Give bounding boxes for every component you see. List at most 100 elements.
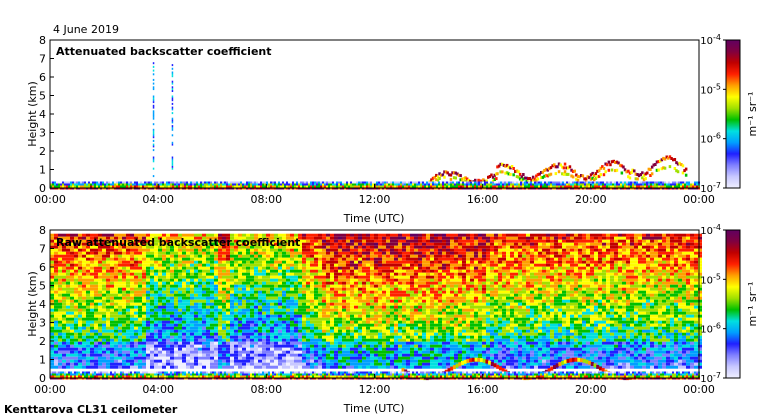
p1-noise-cell — [166, 233, 170, 237]
p0-surface-cell — [280, 185, 282, 188]
p1-noise-cell — [62, 287, 66, 291]
p0-surface-cell — [436, 183, 438, 186]
p1-noise-cell — [126, 287, 130, 291]
p1-noise-cell — [206, 335, 210, 339]
p1-noise-cell — [138, 344, 142, 348]
p1-noise-cell — [318, 353, 322, 357]
p1-noise-cell — [286, 287, 290, 291]
p0-surface-cell — [154, 185, 156, 188]
p1-noise-cell — [70, 362, 74, 366]
p1-noise-cell — [86, 362, 90, 366]
p1-noise-cell — [210, 287, 214, 291]
p1-noise-cell — [306, 359, 310, 363]
p1-noise-cell — [110, 305, 114, 309]
p1-noise-cell — [334, 323, 338, 327]
p1-noise-cell — [330, 326, 334, 330]
p1-noise-cell — [98, 287, 102, 291]
p1-noise-cell — [158, 278, 162, 282]
p0-surface-cell — [222, 185, 224, 188]
p1-noise-cell — [150, 329, 154, 333]
p0-precip-cell — [171, 88, 174, 91]
p1-noise-cell — [218, 293, 222, 297]
p0-cloud-cell — [554, 165, 558, 169]
p1-noise-cell — [290, 335, 294, 339]
p1-noise-cell — [206, 359, 210, 363]
p1-noise-cell — [302, 296, 306, 300]
p1-noise-cell — [302, 293, 306, 297]
p1-noise-cell — [94, 296, 98, 300]
p1-noise-cell — [106, 260, 110, 264]
p1-noise-cell — [62, 278, 66, 282]
p1-noise-cell — [218, 254, 222, 258]
p1-noise-cell — [218, 260, 222, 264]
p1-noise-cell — [214, 344, 218, 348]
p0-surface-cell — [444, 181, 446, 184]
p0-cloud-cell — [565, 166, 568, 170]
p1-noise-cell — [294, 251, 298, 255]
p0-cloud-cell — [501, 162, 504, 166]
p1-noise-cell — [214, 275, 218, 279]
p0-surface-cell — [194, 185, 196, 188]
p1-noise-cell — [306, 260, 310, 264]
p1-noise-cell — [206, 242, 210, 246]
p1-noise-cell — [278, 248, 282, 252]
p1-noise-cell — [82, 320, 86, 324]
p0-surface-cell — [70, 181, 72, 184]
p0-surface-cell — [586, 183, 588, 186]
p1-noise-cell — [270, 236, 274, 240]
p1-noise-cell — [334, 272, 338, 276]
p1-noise-cell — [210, 362, 214, 366]
p0-cloud-cell — [567, 166, 570, 170]
p1-noise-cell — [206, 302, 210, 306]
p0-surface-cell — [274, 185, 276, 188]
p1-noise-cell — [150, 302, 154, 306]
p1-noise-cell — [210, 344, 214, 348]
p1-noise-cell — [90, 326, 94, 330]
p1-noise-cell — [138, 239, 142, 243]
p0-surface-cell — [656, 183, 658, 186]
p0-precip-cell — [171, 73, 174, 76]
p1-noise-cell — [278, 323, 282, 327]
p1-noise-cell — [202, 335, 206, 339]
p0-surface-cell — [606, 181, 608, 184]
p1-noise-cell — [182, 266, 186, 270]
p0-surface-cell — [466, 181, 468, 184]
p0-surface-cell — [662, 185, 664, 188]
p0-precip-cell — [171, 117, 174, 120]
p1-noise-cell — [246, 281, 250, 285]
p1-noise-cell — [282, 362, 286, 366]
p1-noise-cell — [282, 245, 286, 249]
p0-surface-cell — [108, 185, 110, 188]
p0-surface-cell — [150, 183, 152, 186]
p1-noise-cell — [206, 299, 210, 303]
p1-noise-cell — [94, 362, 98, 366]
p0-surface-cell — [404, 181, 406, 184]
p0-surface-cell — [196, 183, 198, 186]
p0-surface-cell — [674, 183, 676, 186]
p0-surface-cell — [380, 183, 382, 186]
p1-noise-cell — [334, 350, 338, 354]
p1-noise-cell — [62, 233, 66, 237]
p1-noise-cell — [58, 323, 62, 327]
p1-noise-cell — [198, 338, 202, 342]
p1-noise-cell — [218, 320, 222, 324]
p1-noise-cell — [198, 287, 202, 291]
p1-noise-cell — [102, 284, 106, 288]
p1-noise-cell — [74, 248, 78, 252]
p0-cloud-cell — [604, 170, 607, 174]
p1-noise-cell — [270, 257, 274, 261]
p1-noise-cell — [110, 248, 114, 252]
p1-noise-cell — [170, 317, 174, 321]
p1-noise-cell — [202, 239, 206, 243]
p1-noise-cell — [322, 356, 326, 360]
p1-noise-cell — [250, 344, 254, 348]
p0-surface-cell — [542, 183, 544, 186]
p1-noise-cell — [78, 350, 82, 354]
p0-surface-cell — [162, 185, 164, 188]
p1-noise-cell — [234, 269, 238, 273]
p1-noise-cell — [342, 260, 346, 264]
p0-surface-cell — [578, 185, 580, 188]
p1-noise-cell — [222, 308, 226, 312]
p1-noise-cell — [198, 251, 202, 255]
p1-noise-cell — [278, 344, 282, 348]
